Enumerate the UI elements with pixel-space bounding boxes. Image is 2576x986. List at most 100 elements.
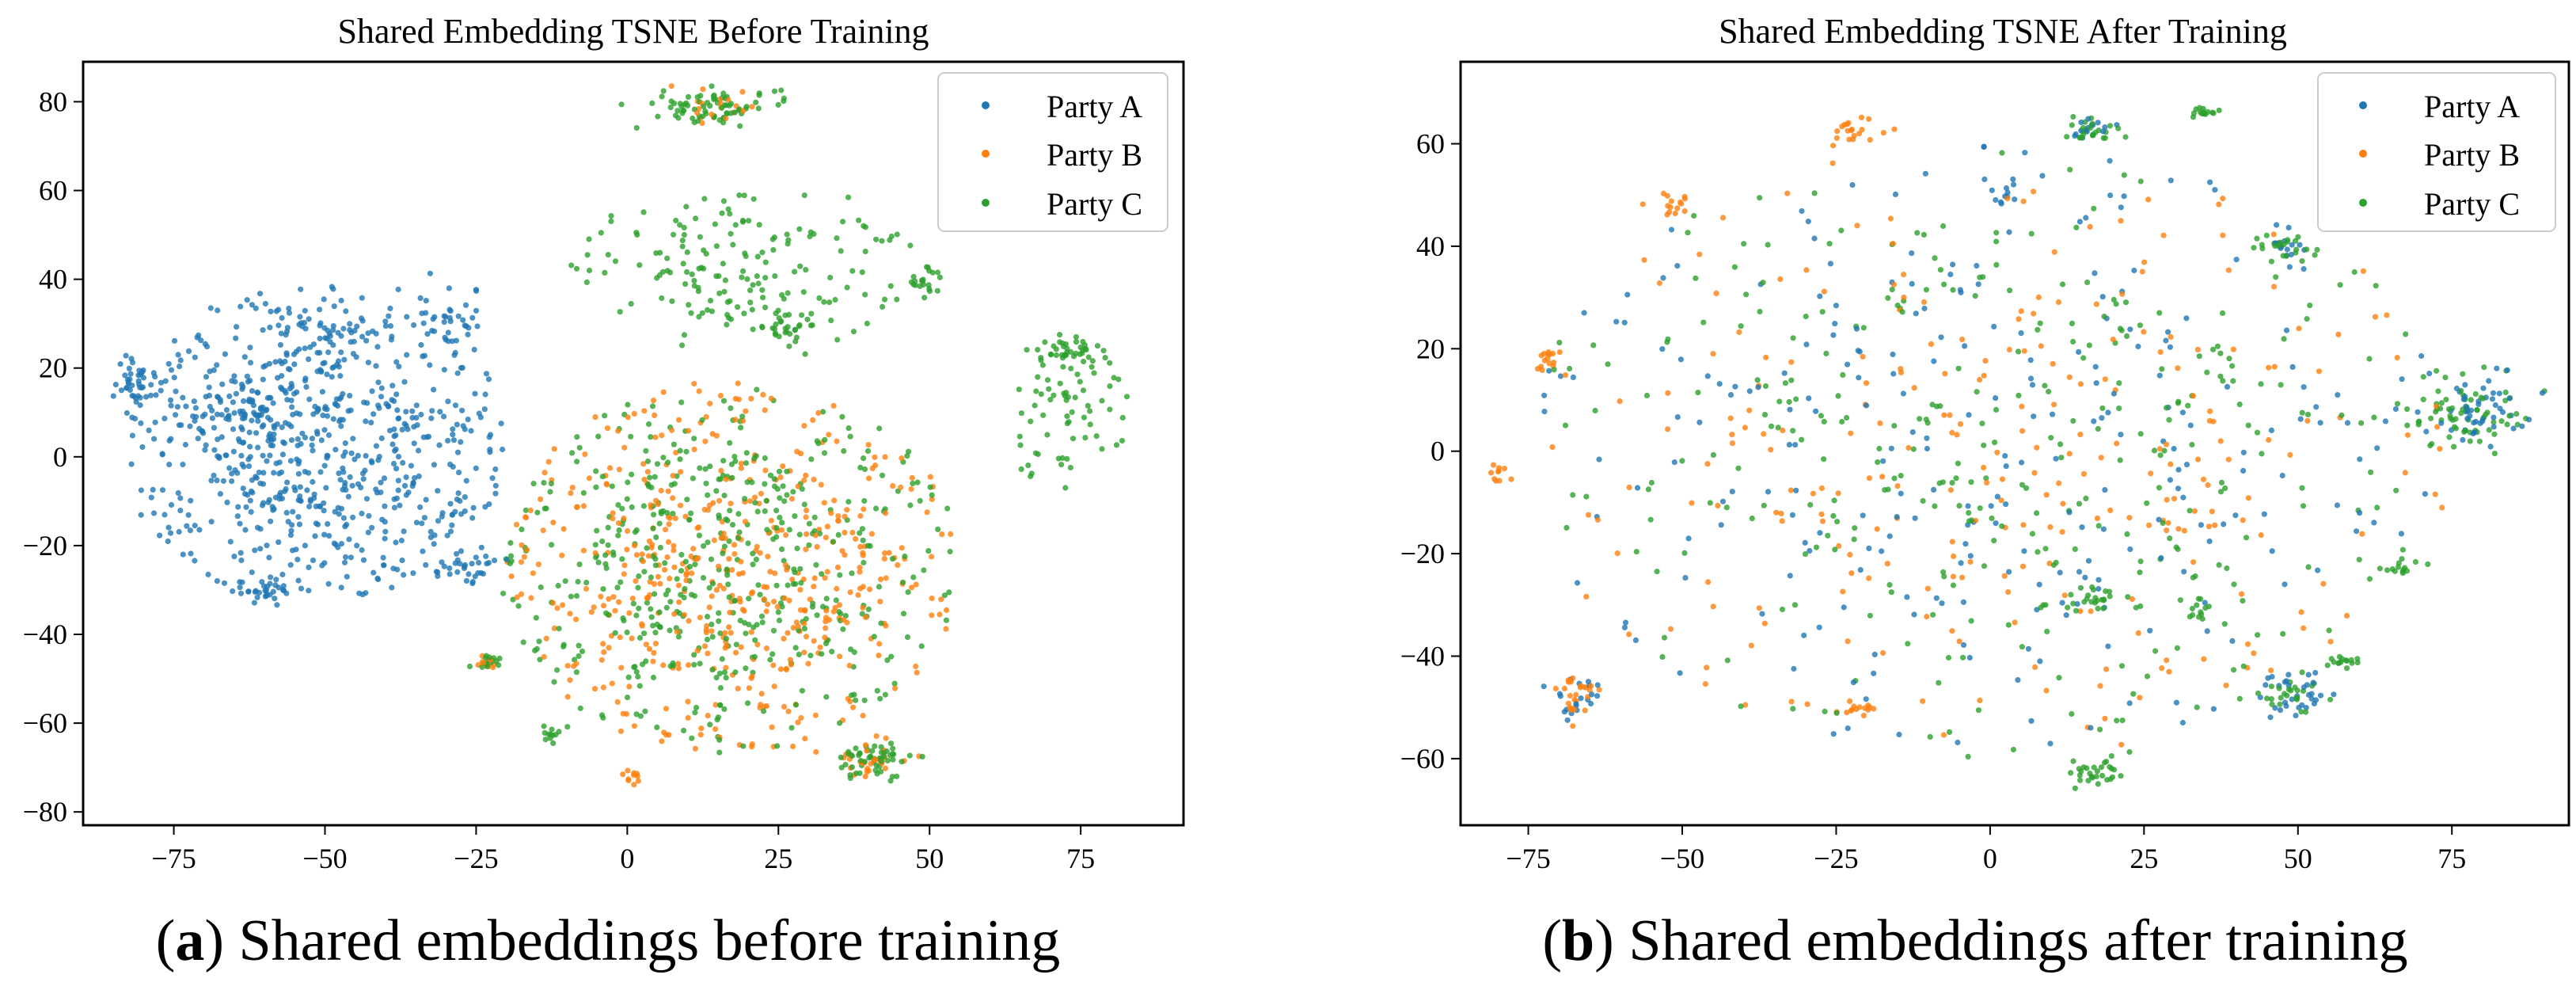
point-party-c [2095,523,2102,529]
point-party-c [773,534,780,540]
point-party-a [2422,491,2428,497]
point-party-c [906,448,912,455]
point-party-c [1768,423,1775,429]
point-party-c [583,279,591,285]
point-party-c [628,433,634,440]
point-party-c [1966,510,1972,516]
point-party-c [709,308,716,314]
point-party-b [797,587,804,593]
point-party-a [330,416,336,422]
point-party-c [833,597,839,603]
point-party-c [1060,364,1066,370]
point-party-a [363,453,369,459]
point-party-b [1570,723,1576,729]
point-party-a [404,352,410,358]
point-party-a [302,307,308,314]
point-party-a [411,322,417,329]
point-party-c [2098,764,2105,771]
point-party-c [2399,568,2406,575]
point-party-b [663,527,669,533]
point-party-a [125,380,132,386]
point-party-a [2462,382,2468,388]
point-party-c [2124,531,2130,538]
point-party-c [633,668,640,675]
point-party-b [518,591,525,597]
point-party-a [196,332,202,338]
point-party-c [659,93,665,100]
point-party-c [1089,364,1095,370]
point-party-b [801,477,807,484]
point-party-b [2194,456,2202,463]
point-party-c [1852,525,1858,531]
point-party-a [219,381,226,387]
point-party-c [724,322,730,328]
point-party-a [264,406,270,413]
point-party-b [671,611,678,617]
point-party-c [2281,242,2287,248]
y-tick-label: 40 [1416,230,1445,262]
point-party-c [716,290,723,296]
point-party-a [146,427,152,434]
point-party-a [338,423,344,429]
point-party-b [629,635,635,641]
point-party-a [321,360,328,366]
point-party-b [586,475,593,482]
point-party-a [241,398,247,404]
point-party-c [918,643,925,649]
point-party-c [750,562,756,568]
point-party-a [2487,444,2494,450]
legend-marker-party-a [2359,101,2367,109]
point-party-c [2091,205,2097,211]
point-party-a [363,496,370,502]
point-party-b [784,566,790,573]
point-party-c [2280,253,2286,259]
point-party-a [2102,487,2108,493]
point-party-a [375,379,382,386]
point-party-c [738,424,744,431]
point-party-c [636,573,642,580]
point-party-c [782,312,788,318]
point-party-b [1901,294,1907,301]
point-party-b [481,660,487,666]
point-party-b [1763,354,1769,360]
point-party-b [913,663,919,670]
point-party-c [507,553,515,559]
point-party-c [670,510,676,517]
legend-marker-party-c [982,199,990,207]
point-party-b [2139,268,2145,275]
point-party-c [772,330,778,337]
point-party-c [1839,418,1845,425]
point-party-c [1741,241,1747,247]
point-party-a [435,518,442,524]
point-party-b [787,657,794,663]
point-party-b [646,645,653,653]
point-party-c [1024,347,1030,353]
legend-label-party-b: Party B [2424,137,2520,173]
point-party-c [716,610,722,616]
point-party-c [2005,622,2012,628]
point-party-b [1544,351,1552,357]
plot-frame [82,60,1185,827]
point-party-c [569,450,576,456]
panel-caption: (b) Shared embeddings after training [1542,908,2407,973]
point-party-a [237,520,243,527]
point-party-a [167,397,174,403]
point-party-c [808,310,815,317]
point-party-c [817,531,823,537]
point-party-c [2258,381,2264,387]
point-party-c [2275,242,2282,249]
point-party-a [223,407,230,413]
point-party-a [447,501,454,507]
point-party-a [310,447,316,454]
point-party-a [443,314,449,320]
point-party-c [693,215,699,222]
point-party-b [1660,190,1667,196]
point-party-b [727,609,733,616]
point-party-a [283,350,290,356]
point-party-b [795,719,801,725]
point-party-c [721,543,728,550]
point-party-c [735,304,741,310]
point-party-c [1977,274,1983,280]
point-party-a [2179,409,2186,416]
point-party-c [744,479,750,485]
